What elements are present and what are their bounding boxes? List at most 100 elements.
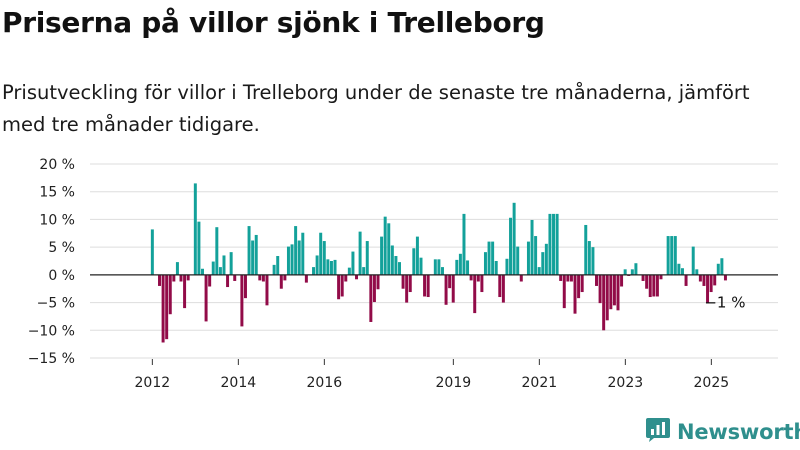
bar [168, 274, 172, 315]
bar [587, 241, 591, 275]
bar [165, 274, 169, 340]
bar [347, 267, 351, 275]
x-tick-label: 2023 [608, 375, 644, 391]
bar [723, 274, 727, 281]
bar [501, 274, 505, 303]
bar [301, 232, 305, 275]
bar [401, 274, 405, 289]
bar [469, 274, 473, 281]
bar [562, 274, 566, 309]
bar [211, 261, 215, 275]
bar [512, 202, 516, 275]
bar [476, 274, 480, 282]
bar [161, 274, 165, 343]
bar [659, 274, 663, 280]
bar [326, 259, 330, 275]
x-tick-label: 2012 [135, 375, 171, 391]
bar [691, 246, 695, 275]
x-tick-label: 2014 [221, 375, 257, 391]
bar [340, 274, 344, 297]
bar [290, 244, 294, 275]
brand[interactable]: Newsworthy [645, 418, 800, 446]
bar [462, 213, 466, 275]
bar [322, 241, 326, 275]
bar [304, 274, 308, 283]
bar [412, 248, 416, 275]
bar [258, 274, 262, 281]
bar [652, 274, 656, 297]
bar [408, 274, 412, 293]
bar [498, 274, 502, 298]
bar [272, 264, 276, 275]
bar [344, 274, 348, 282]
y-tick-label: −15 % [28, 351, 75, 367]
gridlines [90, 163, 778, 359]
bar [358, 231, 362, 275]
chart-subtitle: Prisutveckling för villor i Trelleborg u… [2, 81, 750, 136]
y-tick-label: 15 % [39, 185, 75, 201]
bar [437, 259, 441, 275]
bar [494, 261, 498, 275]
bar [419, 257, 423, 275]
bar [179, 274, 183, 282]
bar [351, 251, 355, 275]
bar [398, 262, 401, 275]
bar [609, 274, 613, 310]
x-axis: 2012 2014 2016 2019 2021 2023 2025 [135, 359, 730, 391]
chart-title: Priserna på villor sjönk i Trelleborg [2, 6, 545, 39]
bar [279, 274, 283, 289]
bar [584, 224, 588, 275]
bar [283, 274, 287, 281]
bar [376, 274, 380, 290]
bar [383, 216, 387, 275]
bar [380, 236, 384, 275]
bar [193, 183, 197, 275]
bar [541, 252, 545, 275]
bar [670, 236, 674, 275]
bar [537, 267, 541, 275]
bar [226, 274, 230, 288]
bar [519, 274, 523, 282]
bar [548, 213, 552, 275]
y-tick-label: 5 % [48, 240, 75, 256]
bar [229, 252, 233, 275]
bar [623, 269, 627, 275]
bar [455, 259, 459, 275]
bar [394, 256, 398, 275]
bar [577, 274, 581, 299]
bar [265, 274, 269, 306]
bar [297, 240, 301, 275]
bar [276, 256, 280, 275]
bar [365, 241, 369, 275]
bar [505, 258, 509, 275]
bar [415, 236, 419, 275]
bar [566, 274, 570, 282]
bar [233, 274, 237, 281]
y-tick-label: 10 % [39, 212, 75, 228]
bar [602, 274, 606, 331]
bar [315, 255, 319, 275]
y-axis-labels: 20 % 15 % 10 % 5 % 0 % −5 % −10 % −15 % [28, 157, 75, 367]
bar [655, 274, 659, 297]
bar [530, 219, 534, 275]
bar [243, 274, 247, 299]
bar [183, 274, 187, 309]
bar [702, 274, 706, 286]
bar [526, 241, 530, 275]
x-tick-label: 2021 [522, 375, 558, 391]
bar [208, 274, 212, 287]
bar [680, 268, 684, 275]
bar [405, 274, 409, 303]
x-tick-label: 2025 [694, 375, 730, 391]
bar [175, 262, 179, 275]
bar [448, 274, 452, 289]
bar [555, 213, 559, 275]
bar [423, 274, 427, 297]
bar [509, 217, 513, 275]
bar [698, 274, 702, 282]
y-tick-label: 20 % [39, 157, 75, 173]
bar [458, 253, 462, 275]
bar [483, 252, 487, 275]
bar [312, 267, 316, 275]
